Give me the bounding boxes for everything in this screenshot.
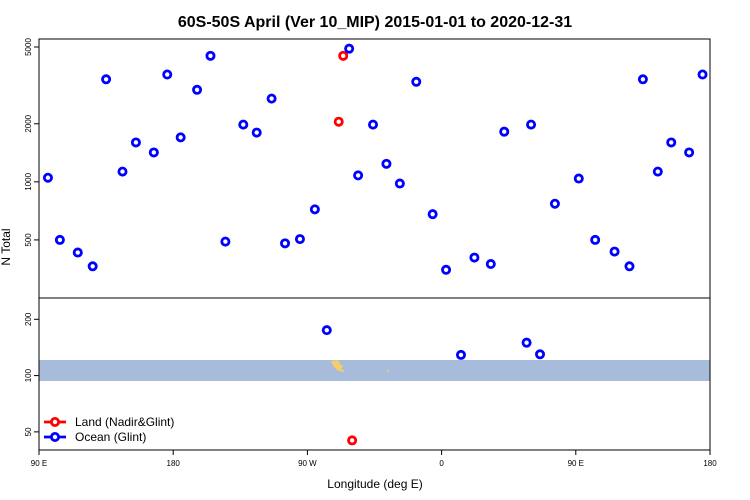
top-ocean-point <box>130 137 141 148</box>
top-ocean-point <box>573 173 584 184</box>
legend-marker <box>50 431 61 442</box>
top-ocean-point <box>294 234 305 245</box>
top-ocean-point <box>427 209 438 220</box>
y-tick-label-top: 1000 <box>24 172 33 190</box>
top-ocean-point <box>148 147 159 158</box>
data-points <box>42 43 708 446</box>
top-ocean-point <box>666 137 677 148</box>
bottom-land-point <box>347 435 358 446</box>
top-ocean-point <box>251 127 262 138</box>
top-ocean-point <box>590 234 601 245</box>
top-ocean-point <box>549 198 560 209</box>
top-ocean-point <box>526 119 537 130</box>
top-ocean-point <box>381 158 392 169</box>
top-ocean-point <box>280 238 291 249</box>
top-ocean-point <box>117 166 128 177</box>
y-tick-label-top: 500 <box>24 233 33 247</box>
x-tick-label: 90 E <box>568 459 584 468</box>
top-ocean-point <box>624 261 635 272</box>
top-ocean-point <box>42 172 53 183</box>
top-land-point <box>338 50 349 61</box>
top-ocean-point <box>485 259 496 270</box>
top-ocean-point <box>499 126 510 137</box>
top-ocean-point <box>697 69 708 80</box>
bottom-ocean-point <box>321 325 332 336</box>
top-ocean-point <box>353 170 364 181</box>
top-ocean-point <box>441 264 452 275</box>
top-ocean-point <box>54 234 65 245</box>
top-ocean-point <box>344 43 355 54</box>
legend-label: Ocean (Glint) <box>75 430 146 444</box>
top-ocean-point <box>238 119 249 130</box>
x-tick-label: 180 <box>167 459 181 468</box>
top-ocean-point <box>469 252 480 263</box>
landmass <box>331 360 345 372</box>
bottom-panel-map <box>39 360 710 381</box>
top-ocean-point <box>101 74 112 85</box>
top-ocean-point <box>175 132 186 143</box>
top-ocean-point <box>411 76 422 87</box>
x-axis-label: Longitude (deg E) <box>327 477 422 491</box>
top-ocean-point <box>684 147 695 158</box>
y-tick-label-top: 5000 <box>24 38 33 56</box>
bottom-panel-frame <box>38 297 711 451</box>
x-tick-label: 180 <box>703 459 717 468</box>
bottom-ocean-point <box>521 337 532 348</box>
y-axis-label: N Total <box>0 228 13 265</box>
legend-marker <box>50 416 61 427</box>
top-ocean-point <box>368 119 379 130</box>
bottom-ocean-point <box>455 349 466 360</box>
x-tick-label: 90 W <box>298 459 317 468</box>
island <box>387 370 389 372</box>
y-tick-label-bottom: 50 <box>24 427 33 436</box>
top-ocean-point <box>192 84 203 95</box>
bottom-ocean-point <box>535 349 546 360</box>
ocean-band <box>39 360 710 381</box>
top-ocean-point <box>309 204 320 215</box>
chart-title: 60S-50S April (Ver 10_MIP) 2015-01-01 to… <box>178 14 572 31</box>
top-panel-frame <box>38 38 711 299</box>
top-ocean-point <box>205 50 216 61</box>
top-ocean-point <box>162 69 173 80</box>
y-tick-label-bottom: 200 <box>24 312 33 326</box>
top-ocean-point <box>266 93 277 104</box>
x-tick-label: 90 E <box>31 459 47 468</box>
top-ocean-point <box>220 236 231 247</box>
top-ocean-point <box>652 166 663 177</box>
legend-label: Land (Nadir&Glint) <box>75 415 174 429</box>
x-tick-label: 0 <box>439 459 444 468</box>
top-ocean-point <box>609 246 620 257</box>
top-land-point <box>333 116 344 127</box>
top-ocean-point <box>72 247 83 258</box>
axes: 500 1000 2000 5000 50 100 200 90 E 180 90 W 0 90 E 1… <box>24 38 717 468</box>
legend: Land (Nadir&Glint)Ocean (Glint) <box>44 415 174 444</box>
top-ocean-point <box>394 178 405 189</box>
y-tick-label-bottom: 100 <box>24 368 33 382</box>
y-tick-label-top: 2000 <box>24 114 33 132</box>
top-ocean-point <box>87 261 98 272</box>
top-ocean-point <box>637 74 648 85</box>
